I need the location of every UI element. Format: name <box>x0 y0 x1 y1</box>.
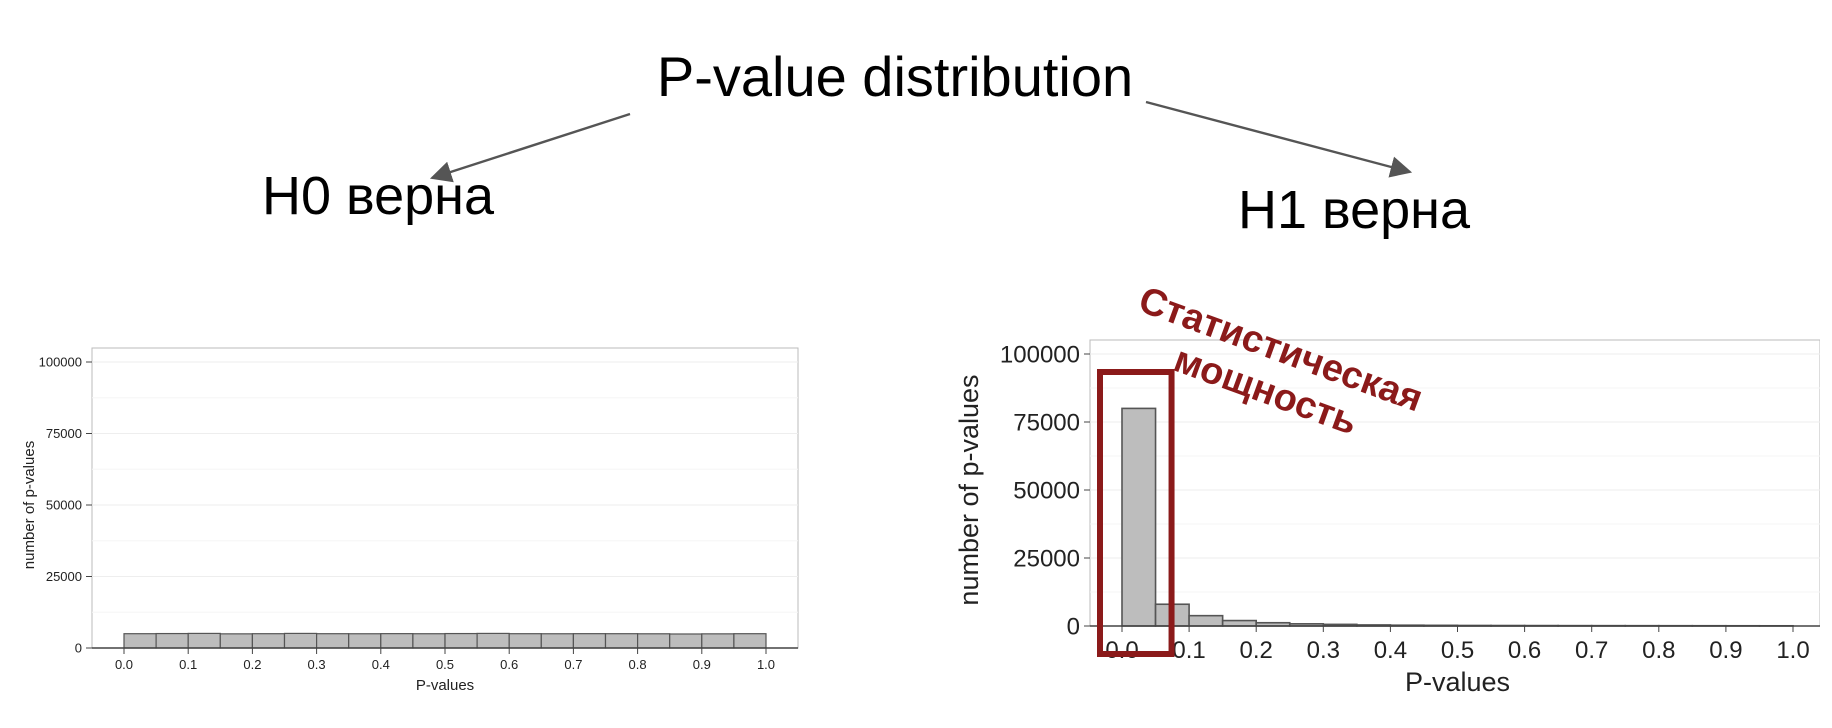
x-tick-label: 0.2 <box>243 657 261 672</box>
x-tick-label: 0.6 <box>1508 637 1541 664</box>
histogram-bar <box>348 633 382 649</box>
chart-h1: 0 25000 50000 75000 100000 0.0 0.1 0.2 0.3 0.4 0.5… <box>954 339 1820 697</box>
x-tick-label: 0.3 <box>1307 637 1340 664</box>
x-tick-label: 0.7 <box>564 657 582 672</box>
y-tick-label: 75000 <box>46 426 82 441</box>
y-tick-label: 0 <box>1067 613 1080 640</box>
histogram-bar <box>636 633 671 649</box>
y-tick-label: 0 <box>75 641 82 656</box>
y-axis-label: number of p-values <box>954 374 984 605</box>
histogram-bar <box>540 633 574 649</box>
x-tick-label: 0.7 <box>1575 637 1608 664</box>
y-tick-label: 100000 <box>39 355 82 370</box>
histogram-bar <box>123 633 157 649</box>
x-tick-label: 0.9 <box>1709 637 1742 664</box>
x-tick-label: 1.0 <box>1776 637 1809 664</box>
histogram-bar <box>155 632 189 649</box>
histogram-bar <box>669 633 703 649</box>
x-axis-label: P-values <box>416 677 474 694</box>
plot-panel <box>91 347 799 649</box>
histogram-bar <box>316 633 350 649</box>
x-tick-label: 0.1 <box>179 657 197 672</box>
x-tick-label: 0.8 <box>629 657 647 672</box>
arrow-to-h1 <box>1145 100 1413 178</box>
histogram-bar <box>476 632 510 649</box>
x-tick-label: 0.8 <box>1642 637 1675 664</box>
y-tick-label: 75000 <box>1013 409 1080 436</box>
h0-label: H0 верна <box>262 166 495 226</box>
x-tick-label: 0.1 <box>1172 637 1205 664</box>
histogram-bar <box>701 633 735 649</box>
histogram-bar <box>1188 614 1224 627</box>
x-tick-label: 0.5 <box>1441 637 1474 664</box>
histogram-bar <box>1121 407 1157 627</box>
x-tick-label: 0.6 <box>500 657 518 672</box>
h1-label: H1 верна <box>1238 180 1471 240</box>
x-tick-label: 1.0 <box>757 657 775 672</box>
x-tick-label: 0.3 <box>308 657 326 672</box>
x-tick-label: 0.4 <box>1374 637 1407 664</box>
x-tick-label: 0.5 <box>436 657 454 672</box>
x-axis-label: P-values <box>1405 667 1510 697</box>
histogram-bar <box>572 633 607 649</box>
y-tick-label: 25000 <box>46 569 82 584</box>
histogram-bar <box>412 633 446 649</box>
histogram-bar <box>733 633 767 649</box>
y-tick-label: 100000 <box>1000 341 1080 368</box>
histogram-bar <box>444 632 478 649</box>
histogram-bar <box>380 633 414 649</box>
y-axis-label: number of p-values <box>21 441 38 569</box>
x-tick-label: 0.2 <box>1240 637 1273 664</box>
y-tick-label: 25000 <box>1013 545 1080 572</box>
histogram-bar <box>187 632 221 649</box>
histogram-bar <box>219 633 254 649</box>
chart-h0: 0 25000 50000 75000 100000 0.0 0.1 0.2 0.3 0.4 0.5… <box>21 347 799 694</box>
x-tick-label: 0.0 <box>1105 637 1138 664</box>
x-tick-label: 0.4 <box>372 657 390 672</box>
slide-title: P-value distribution <box>656 45 1134 108</box>
x-tick-label: 0.0 <box>115 657 133 672</box>
histogram-bar <box>251 633 286 649</box>
histogram-bar <box>1221 619 1257 627</box>
histogram-bar <box>604 633 639 649</box>
histogram-bar <box>508 633 542 649</box>
power-highlight-box <box>1097 369 1175 657</box>
histogram-bar <box>283 632 318 649</box>
x-tick-label: 0.9 <box>693 657 711 672</box>
y-tick-label: 50000 <box>1013 477 1080 504</box>
y-tick-label: 50000 <box>46 498 82 513</box>
arrow-to-h0 <box>429 112 631 183</box>
